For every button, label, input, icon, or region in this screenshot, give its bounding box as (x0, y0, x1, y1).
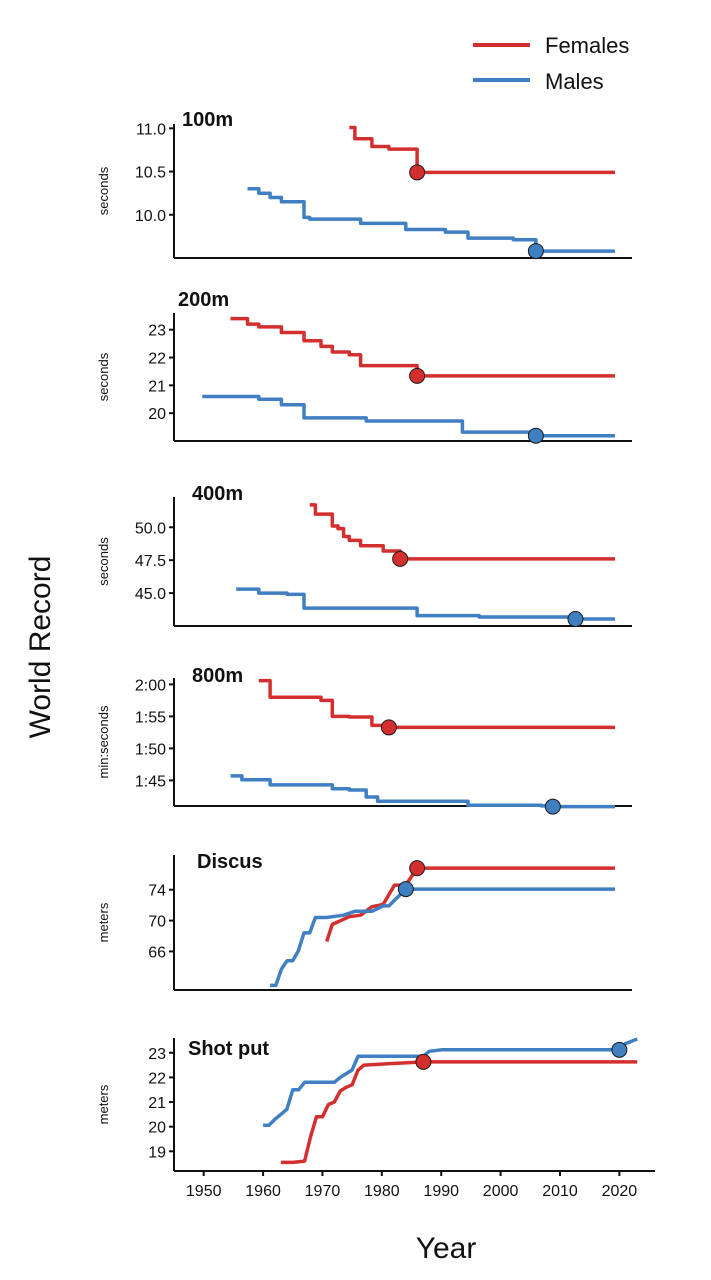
record-marker-females (392, 550, 409, 567)
series-line-females (309, 503, 615, 561)
panel-title: 400m (192, 483, 243, 505)
record-marker-males (567, 611, 584, 628)
x-tick-label: 2020 (602, 1183, 638, 1200)
y-tick-label: 47.5 (135, 553, 166, 570)
panel-unit-label: meters (96, 902, 111, 942)
panel-title: Discus (197, 851, 263, 873)
panel-800m: 1:45 1:50 1:55 2:00 800m min:seconds (96, 665, 632, 815)
x-tick-label: 1960 (245, 1183, 281, 1200)
y-tick-label: 66 (148, 944, 166, 961)
y-tick-label: 1:55 (135, 709, 166, 726)
series-line-females (258, 678, 615, 730)
legend: Females Males (473, 33, 629, 94)
record-marker-females (380, 719, 397, 736)
y-tick-label: 10.5 (135, 165, 166, 182)
record-marker-females (409, 164, 426, 181)
y-tick-label: 21 (148, 1095, 166, 1112)
x-tick-label: 1990 (423, 1183, 459, 1200)
panel-title: 800m (192, 665, 243, 687)
panel-title: 200m (178, 289, 229, 311)
panel-100m: 10.0 10.5 11.0 100m seconds (96, 109, 632, 260)
series-line-males (270, 887, 615, 988)
y-tick-label: 19 (148, 1144, 166, 1161)
legend-item-males: Males (473, 69, 604, 94)
legend-label-males: Males (545, 69, 604, 94)
record-marker-males (527, 243, 544, 260)
record-marker-males (611, 1041, 628, 1058)
panel-unit-label: meters (96, 1084, 111, 1124)
figure-x-axis-label: Year (416, 1232, 477, 1265)
y-tick-label: 10.0 (135, 208, 166, 225)
x-tick-label: 2000 (483, 1183, 519, 1200)
y-tick-label: 45.0 (135, 586, 166, 603)
record-marker-males (527, 427, 544, 444)
series-line-males (236, 587, 615, 621)
panel-unit-label: seconds (96, 352, 111, 401)
y-tick-label: 23 (148, 1046, 166, 1063)
series-line-males (202, 394, 615, 438)
y-tick-label: 23 (148, 323, 166, 340)
y-tick-label: 1:50 (135, 741, 166, 758)
panel-unit-label: seconds (96, 166, 111, 215)
panel-discus: 66 70 74 Discus meters (96, 851, 632, 991)
record-marker-females (409, 367, 426, 384)
y-tick-label: 2:00 (135, 677, 166, 694)
panel-200m: 20 21 22 23 200m seconds (96, 289, 632, 444)
y-tick-label: 74 (148, 883, 166, 900)
y-tick-label: 22 (148, 351, 166, 368)
y-tick-label: 50.0 (135, 520, 166, 537)
series-line-females (349, 125, 615, 175)
series-line-males (230, 774, 615, 809)
series-line-females (325, 866, 615, 942)
y-tick-label: 70 (148, 914, 166, 931)
y-tick-label: 20 (148, 1120, 166, 1137)
legend-label-females: Females (545, 33, 629, 58)
x-tick-label: 1970 (305, 1183, 341, 1200)
legend-item-females: Females (473, 33, 629, 58)
panels: 10.0 10.5 11.0 100m seconds 20 21 22 23 200m secon… (96, 109, 655, 1200)
panel-title: 100m (182, 109, 233, 131)
x-tick-label: 1950 (186, 1183, 222, 1200)
series-line-females (230, 316, 615, 378)
record-marker-females (415, 1053, 432, 1070)
panel-shot-put: 19 20 21 22 23 1950 1960 1970 1980 1990 2000 2010 20… (96, 1037, 655, 1200)
y-tick-label: 20 (148, 406, 166, 423)
series-line-males (247, 187, 615, 253)
y-tick-label: 1:45 (135, 773, 166, 790)
record-marker-males (397, 881, 414, 898)
y-tick-label: 21 (148, 378, 166, 395)
panel-unit-label: seconds (96, 537, 111, 586)
panel-title: Shot put (188, 1038, 269, 1060)
record-marker-females (409, 860, 426, 877)
record-marker-males (544, 798, 561, 815)
y-tick-label: 22 (148, 1070, 166, 1087)
x-tick-label: 2010 (542, 1183, 578, 1200)
figure-y-axis-label: World Record (24, 556, 57, 739)
x-tick-label: 1980 (364, 1183, 400, 1200)
series-line-males (263, 1037, 638, 1127)
y-tick-label: 11.0 (136, 121, 166, 138)
panel-400m: 45.0 47.5 50.0 400m seconds (96, 483, 632, 628)
panel-unit-label: min:seconds (96, 705, 111, 778)
series-line-females (280, 1060, 638, 1165)
